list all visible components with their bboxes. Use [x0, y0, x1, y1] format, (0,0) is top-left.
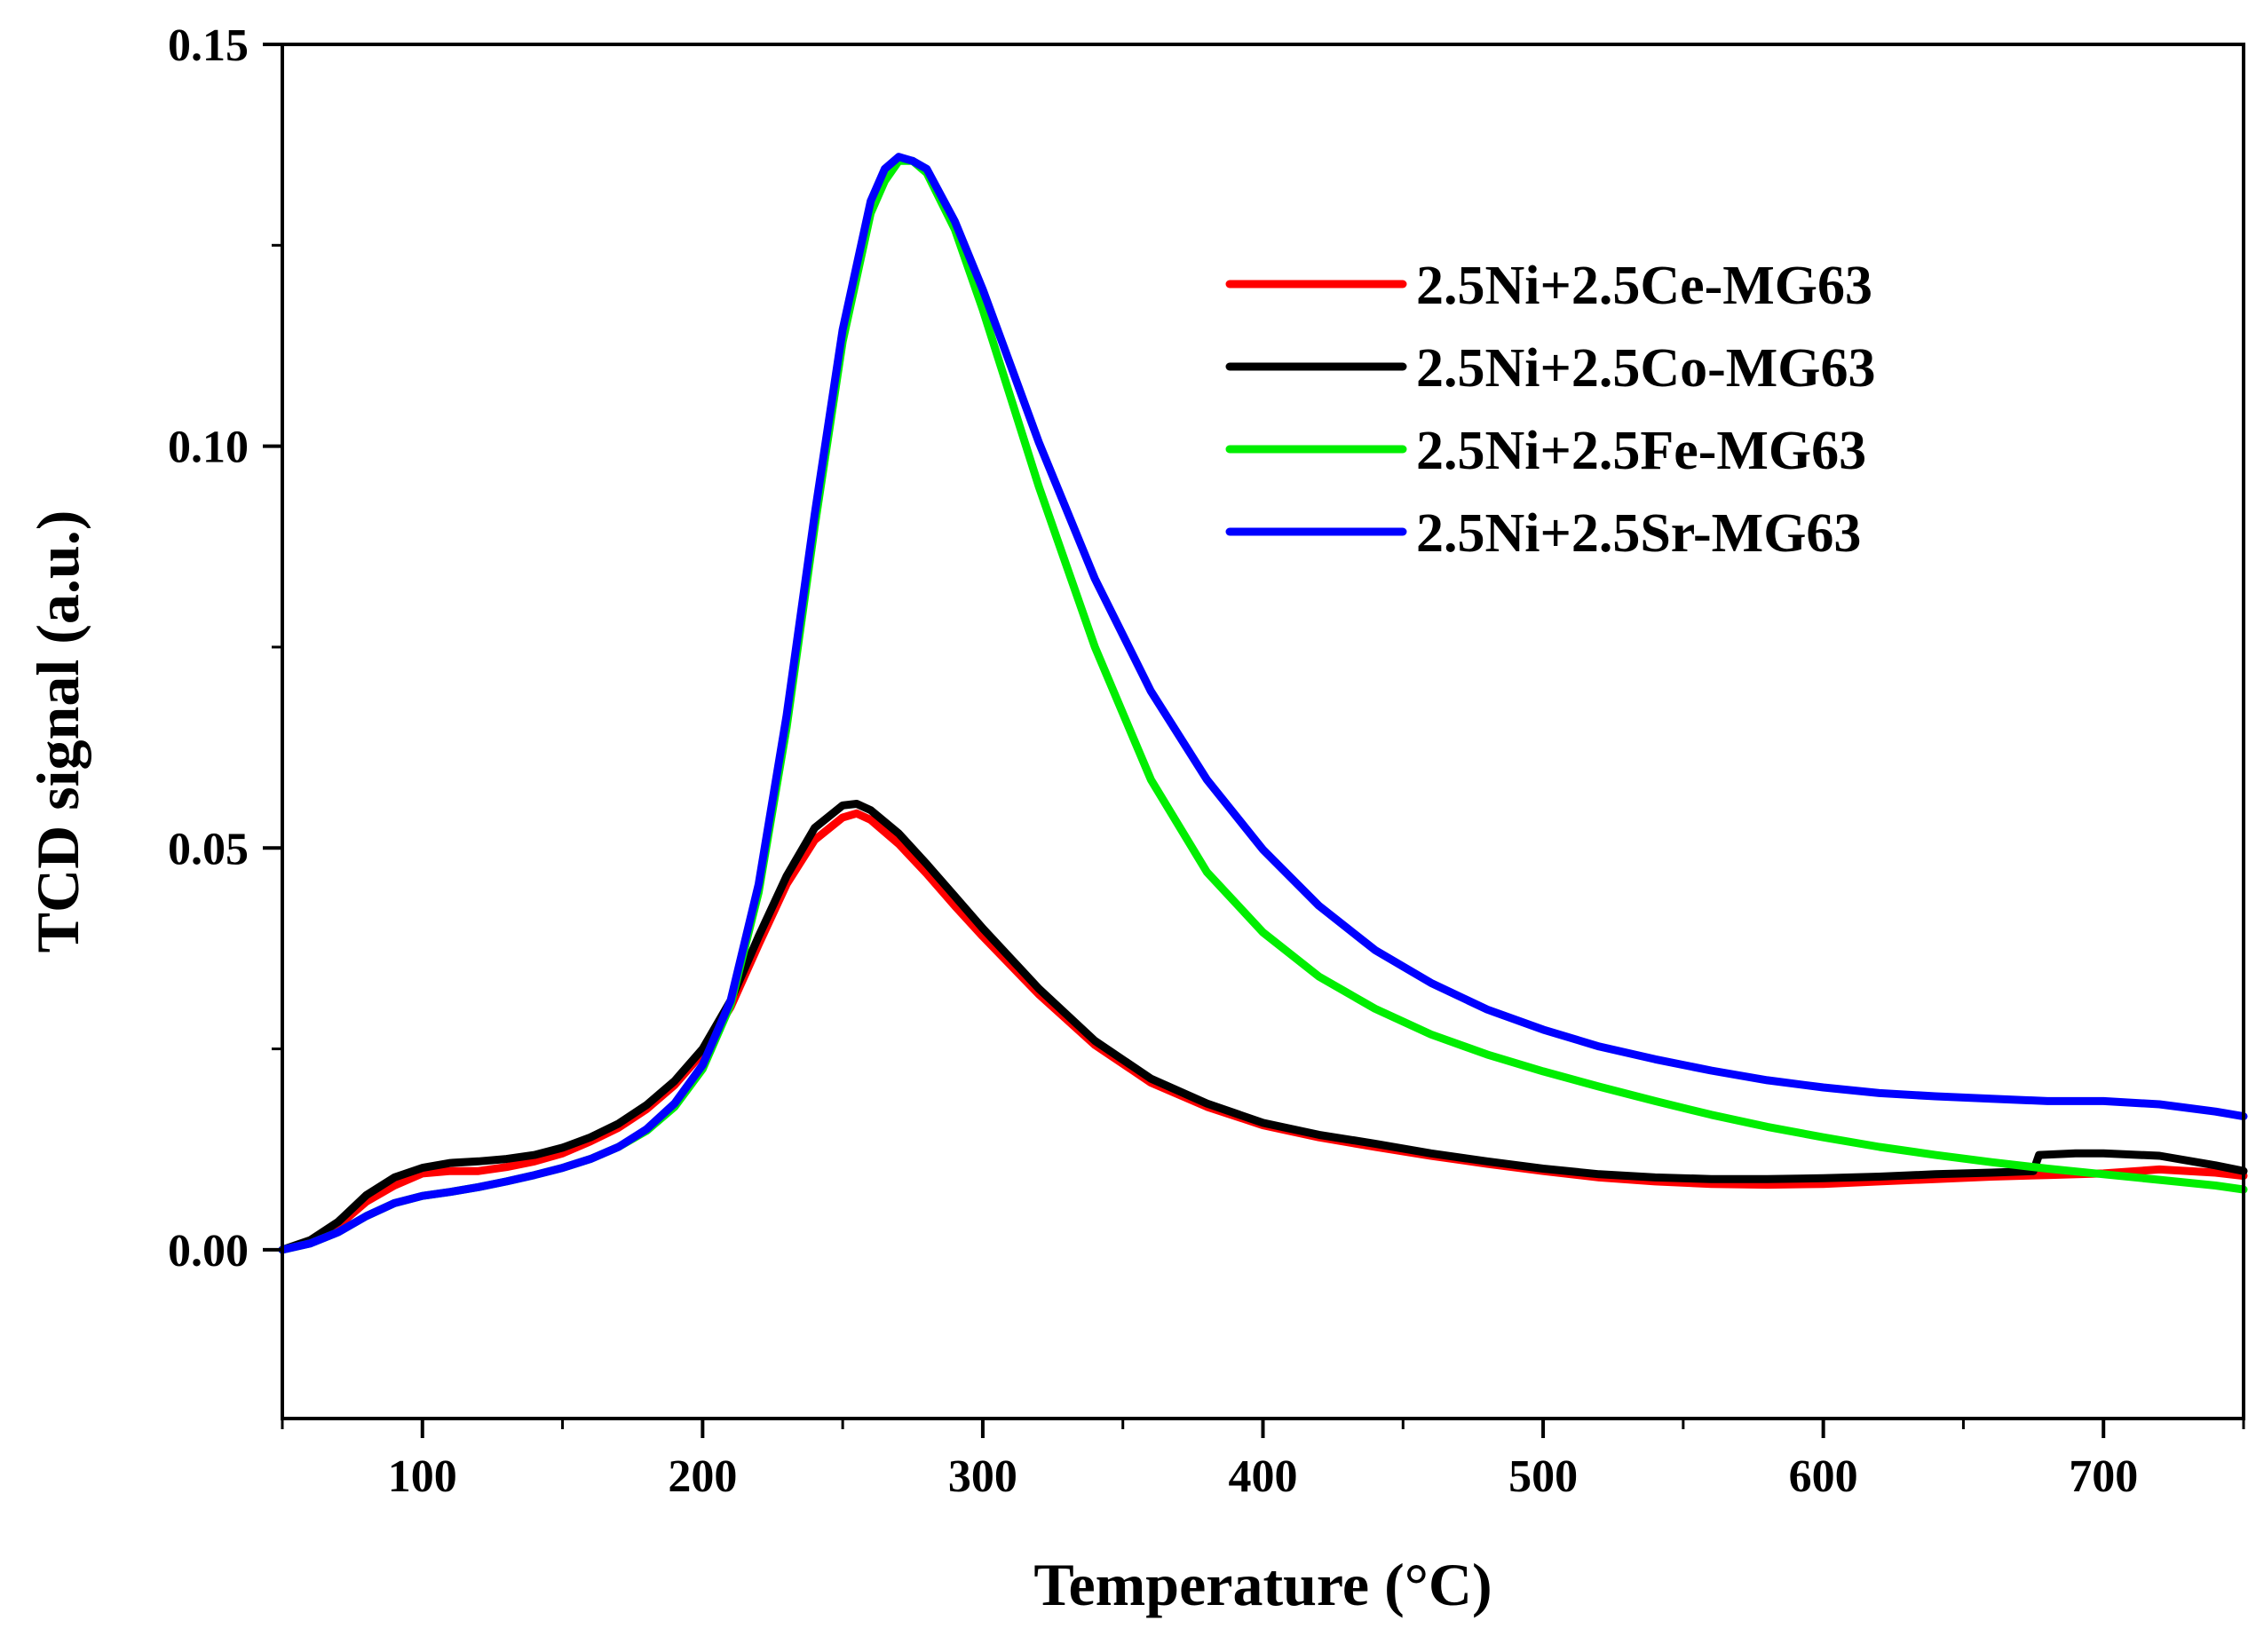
legend-label-2: 2.5Ni+2.5Co-MG63	[1416, 338, 1876, 399]
x-tick-label: 200	[668, 1451, 737, 1502]
y-axis: 0.00 0.05 0.10 0.15	[168, 20, 282, 1277]
x-tick-label: 100	[388, 1451, 457, 1502]
x-tick-label: 500	[1508, 1451, 1578, 1502]
x-axis: 100 200 300 400 500 600 700	[281, 1419, 2245, 1502]
x-tick-label: 300	[948, 1451, 1017, 1502]
x-tick-label: 400	[1229, 1451, 1298, 1502]
x-axis-title: Temperature (°C)	[1033, 1551, 1492, 1618]
series-line-4	[278, 153, 2248, 1254]
legend-label-4: 2.5Ni+2.5Sr-MG63	[1416, 503, 1861, 564]
legend-label-3: 2.5Ni+2.5Fe-MG63	[1416, 421, 1866, 481]
y-tick-label: 0.05	[168, 824, 249, 874]
x-tick-label: 600	[1789, 1451, 1858, 1502]
legend-label-1: 2.5Ni+2.5Ce-MG63	[1416, 256, 1872, 316]
y-tick-label: 0.00	[168, 1226, 249, 1277]
y-tick-label: 0.15	[168, 20, 249, 71]
series-line-1	[278, 809, 2248, 1254]
x-tick-label: 700	[2069, 1451, 2138, 1502]
y-tick-label: 0.10	[168, 423, 249, 473]
legend: 2.5Ni+2.5Ce-MG63 2.5Ni+2.5Co-MG63 2.5Ni+2.…	[1225, 256, 1876, 564]
y-axis-title: TCD signal (a.u.)	[24, 510, 91, 953]
series-layer	[278, 153, 2248, 1254]
series-line-2	[278, 800, 2248, 1254]
